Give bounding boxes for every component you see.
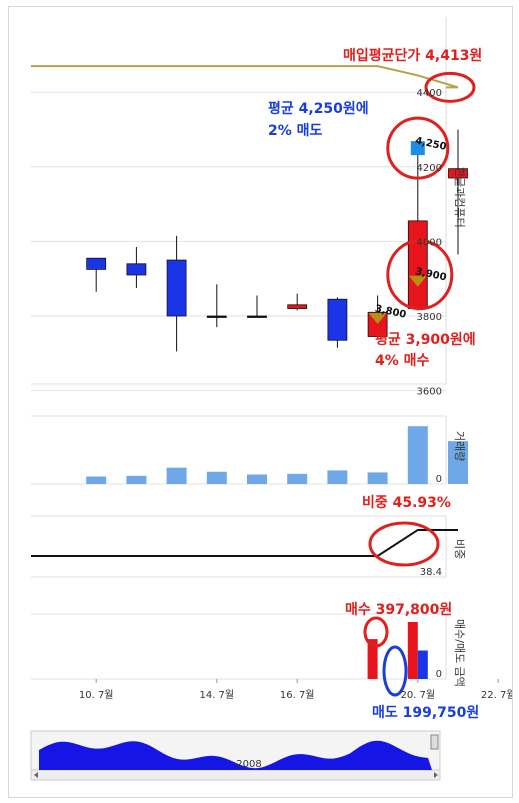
buy-amount-annotation: 매수 397,800원	[345, 602, 452, 618]
volume-panel-label: 거래량	[453, 431, 466, 461]
volume-bar	[86, 476, 107, 484]
scrollbar-track	[30, 769, 441, 781]
x-tick-label: 22. 7월	[481, 689, 512, 701]
stock-chart: 360038004000420044004,2503,9003,800한글과컴퓨…	[30, 17, 512, 781]
weight-annotation: 비중 45.93%	[362, 495, 451, 511]
buy-note-line1: 평균 3,900원에	[375, 331, 476, 348]
buy-marker	[368, 313, 387, 324]
weight-tick-label: 38.4	[420, 567, 442, 578]
candle-body	[448, 168, 468, 179]
buy-marker	[408, 275, 427, 287]
volume-bar	[247, 474, 267, 484]
candle-body	[206, 315, 227, 318]
weight-circle	[368, 521, 440, 567]
sell-amount-bar	[417, 650, 428, 679]
candle-body	[166, 259, 187, 317]
weight-panel-label: 비중	[453, 539, 466, 559]
sell-note-line2: 2% 매도	[268, 123, 323, 139]
buy-amount-bar	[367, 639, 378, 679]
buy-price-circle	[386, 239, 454, 311]
volume-bar	[327, 470, 348, 484]
buy-amount-circle	[363, 616, 389, 648]
grid	[30, 17, 499, 781]
sell-amount-circle	[382, 645, 408, 697]
volume-bar	[206, 471, 227, 484]
candle-body	[327, 298, 348, 341]
volume-bar	[166, 467, 187, 484]
price-panel-label: 한글과컴퓨터	[453, 167, 466, 228]
scroll-right-icon	[434, 772, 438, 778]
scroll-left-icon	[34, 772, 38, 778]
x-tick-label: 20. 7월	[400, 689, 435, 701]
buy-amount-bar	[407, 622, 418, 679]
price-tick-label: 3800	[417, 312, 442, 323]
avg-cost-circle	[424, 71, 476, 103]
price-tick-label: 4400	[417, 88, 442, 99]
candle-body	[86, 257, 107, 270]
price-tick-label: 3600	[417, 387, 442, 398]
weight-line	[31, 528, 458, 557]
candle-body	[407, 220, 428, 309]
price-tick-label: 4000	[417, 237, 442, 248]
sell-amount-annotation: 매도 199,750원	[372, 705, 479, 721]
candle-body	[247, 315, 267, 318]
candle-body	[367, 311, 388, 337]
sell-marker	[410, 141, 425, 156]
x-tick-label: 16. 7월	[280, 689, 315, 701]
x-tick-label: 14. 7월	[199, 689, 234, 701]
price-tick-label: 4200	[417, 163, 442, 174]
avg-cost-annotation: 매입평균단가 4,413원	[343, 47, 482, 64]
volume-tick-label: 0	[436, 474, 442, 485]
chart-frame: 3600 3800 4000 4200 4400 4,250 3,900 3,800 한글과컴퓨…	[8, 6, 513, 798]
annotations: 매입평균단가 4,413원 평균 4,250원에 2% 매도 평균 3,900원…	[268, 47, 482, 721]
navigator-handle	[430, 734, 439, 750]
volume-bar	[287, 473, 308, 484]
candle-body	[126, 263, 147, 276]
avg-price-line	[31, 65, 459, 89]
volume-bar	[126, 475, 147, 484]
navigator-year-label: 2008	[236, 759, 261, 770]
axis-labels: 360038004000420044004,2503,9003,800한글과컴퓨…	[79, 88, 512, 770]
volume-bar	[448, 441, 468, 484]
buy-note-line2: 4% 매수	[375, 353, 430, 369]
sell-note-line1: 평균 4,250원에	[268, 100, 369, 117]
navigator-area	[39, 740, 432, 770]
volume-bar	[407, 426, 428, 484]
amount-tick-label: 0	[436, 669, 442, 680]
volume-bar	[367, 472, 388, 484]
candle-body	[287, 304, 308, 309]
sell-price-circle	[386, 116, 450, 180]
amount-panel-label: 매수/매도 금액	[453, 619, 466, 687]
chart-marks	[31, 65, 476, 778]
x-tick-label: 10. 7월	[79, 689, 114, 701]
